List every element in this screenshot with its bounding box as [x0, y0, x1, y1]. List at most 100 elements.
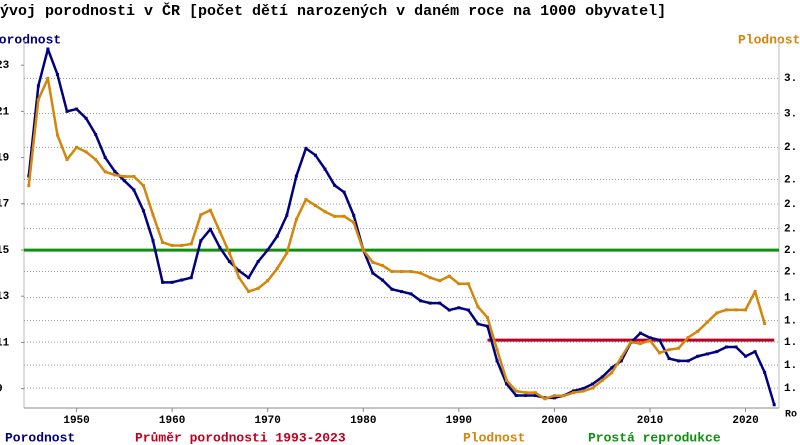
data-point — [55, 133, 59, 137]
data-point — [533, 391, 537, 395]
data-point — [591, 386, 595, 390]
data-point — [103, 170, 107, 174]
data-point — [256, 286, 260, 290]
data-point — [285, 251, 289, 255]
y-tick-label: 11 — [0, 337, 10, 349]
data-point — [724, 308, 728, 312]
data-point — [275, 234, 279, 238]
data-point — [161, 240, 165, 244]
y2-tick-label: 3. — [784, 109, 797, 121]
data-point — [581, 387, 585, 391]
data-point — [524, 391, 528, 395]
data-point — [390, 270, 394, 274]
data-point — [294, 174, 298, 178]
data-point — [103, 156, 107, 160]
data-point — [27, 184, 31, 188]
data-point — [476, 322, 480, 326]
data-point — [457, 306, 461, 310]
y2-tick-label: 1. — [784, 293, 797, 305]
data-point — [361, 248, 365, 252]
legend-entry: Prostá reprodukce — [588, 430, 721, 445]
y-tick-label: 17 — [0, 199, 9, 211]
data-point — [352, 220, 356, 224]
y-tick-label: 9 — [0, 384, 3, 396]
data-point — [161, 280, 165, 284]
data-point — [505, 382, 509, 386]
data-point — [371, 271, 375, 275]
data-point — [724, 345, 728, 349]
data-point — [610, 371, 614, 375]
data-point — [552, 396, 556, 400]
data-point — [36, 84, 40, 88]
data-point — [294, 217, 298, 221]
data-point — [638, 342, 642, 346]
data-point — [199, 239, 203, 243]
data-point — [132, 188, 136, 192]
data-point — [638, 331, 642, 335]
data-point — [505, 378, 509, 382]
data-point — [419, 299, 423, 303]
data-point — [514, 394, 518, 398]
data-point — [533, 394, 537, 398]
data-point — [208, 208, 212, 212]
data-point — [705, 352, 709, 356]
y2-tick-label: 1. — [784, 337, 797, 349]
y-tick-label: 15 — [0, 245, 10, 257]
data-point — [352, 213, 356, 217]
data-point — [55, 72, 59, 76]
data-point — [323, 167, 327, 171]
data-point — [600, 375, 604, 379]
x-tick-label: 1990 — [446, 415, 472, 427]
data-point — [151, 239, 155, 243]
y2-tick-label: 1. — [784, 316, 797, 328]
data-point — [572, 391, 576, 395]
data-point — [677, 359, 681, 363]
data-point — [333, 183, 337, 187]
data-point — [466, 282, 470, 286]
data-point — [658, 351, 662, 355]
data-point — [46, 76, 50, 80]
data-point — [686, 335, 690, 339]
data-point — [313, 153, 317, 157]
data-point — [189, 242, 193, 246]
data-point — [648, 339, 652, 343]
data-point — [266, 279, 270, 283]
data-point — [753, 350, 757, 354]
data-point — [170, 280, 174, 284]
data-point — [247, 276, 251, 280]
x-axis-title: Ro — [785, 410, 797, 421]
data-point — [734, 345, 738, 349]
x-tick-label: 1970 — [254, 415, 280, 427]
data-point — [734, 308, 738, 312]
data-point — [113, 169, 117, 173]
data-point — [409, 292, 413, 296]
data-point — [342, 214, 346, 218]
data-point — [486, 316, 490, 320]
data-point — [237, 269, 241, 273]
data-point — [266, 248, 270, 252]
y2-tick-label: 2. — [784, 199, 797, 211]
data-point — [514, 389, 518, 393]
data-point — [753, 289, 757, 293]
data-point — [667, 348, 671, 352]
data-point — [390, 287, 394, 291]
data-point — [84, 150, 88, 154]
data-point — [84, 116, 88, 120]
data-point — [65, 158, 69, 162]
data-point — [486, 324, 490, 328]
data-point — [247, 289, 251, 293]
y2-tick-label: 3. — [784, 73, 797, 85]
data-point — [495, 359, 499, 363]
data-point — [476, 305, 480, 309]
data-point — [151, 213, 155, 217]
data-point — [715, 311, 719, 315]
x-tick-label: 1980 — [350, 415, 376, 427]
data-point — [218, 246, 222, 250]
data-point — [122, 179, 126, 183]
data-point — [428, 276, 432, 280]
data-point — [667, 357, 671, 361]
data-point — [629, 340, 633, 344]
data-point — [380, 263, 384, 267]
data-point — [400, 290, 403, 294]
data-point — [696, 329, 700, 333]
